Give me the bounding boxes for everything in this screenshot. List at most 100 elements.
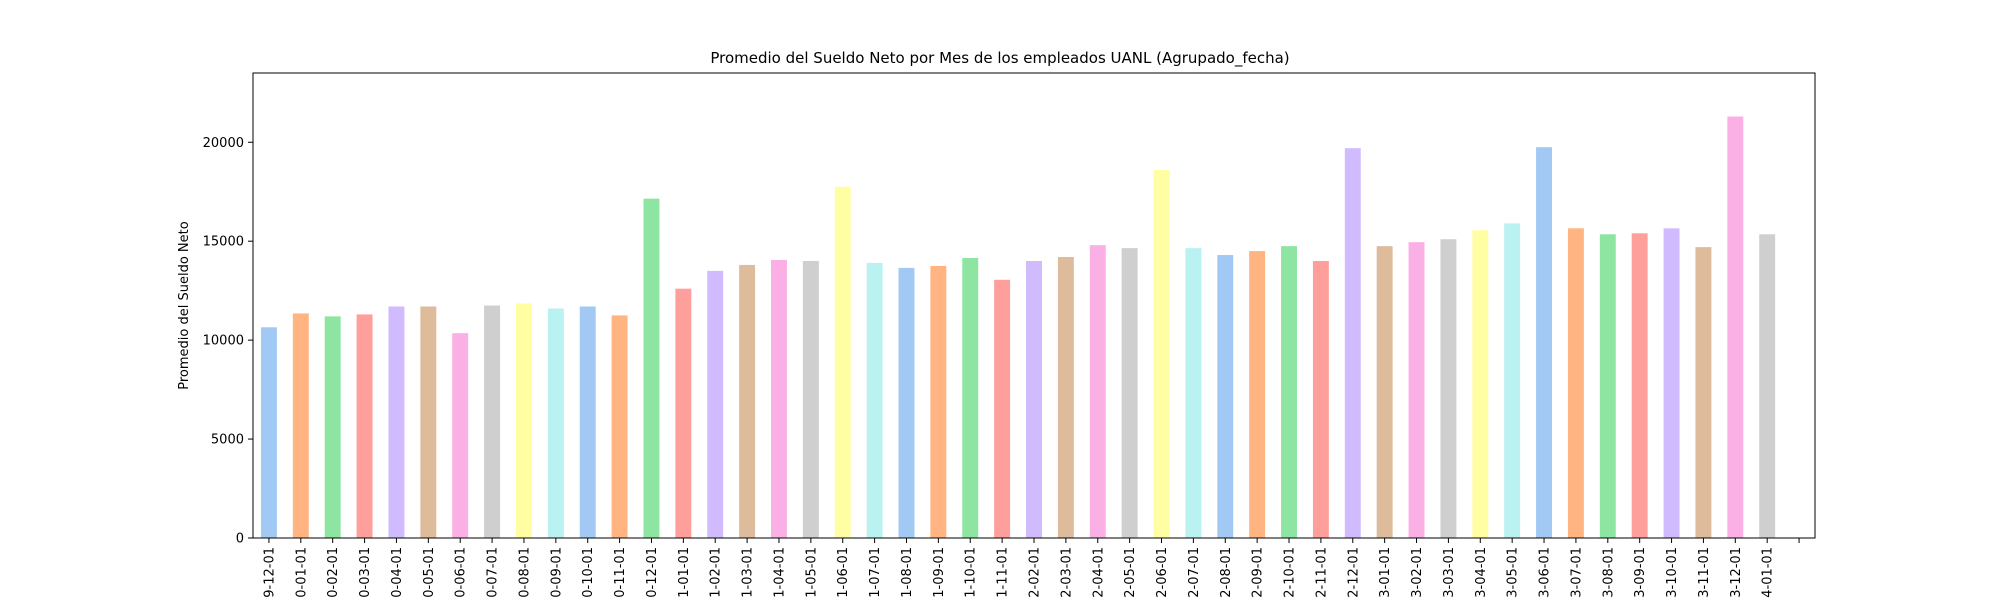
x-tick-label-0-09-01: 0-09-01 <box>549 547 564 598</box>
chart-title: Promedio del Sueldo Neto por Mes de los … <box>710 49 1289 68</box>
bar-0-09-01 <box>547 308 564 538</box>
plot-area: 0 5000 10000 15000 20000 9-12-01 0-01-01 0-02-0… <box>203 72 1816 598</box>
bar-0-12-01 <box>643 198 660 538</box>
bar-0-05-01 <box>420 306 437 538</box>
bar-0-04-01 <box>388 306 405 538</box>
bar-3-09-01 <box>1631 233 1648 538</box>
bar-1-09-01 <box>930 265 947 538</box>
bar-3-12-01 <box>1727 116 1744 538</box>
bar-2-02-01 <box>1026 260 1042 538</box>
bar-2-08-01 <box>1217 255 1234 539</box>
x-tick-label-0-01-01: 0-01-01 <box>294 547 309 598</box>
bar-2-09-01 <box>1249 251 1266 538</box>
bar-1-10-01 <box>962 258 979 538</box>
x-tick-label-1-03-01: 1-03-01 <box>741 547 756 598</box>
bar-2-05-01 <box>1121 248 1138 538</box>
bar-2-12-01 <box>1344 148 1361 538</box>
bar-0-08-01 <box>515 303 532 538</box>
x-tick-label-2-03-01: 2-03-01 <box>1059 547 1074 598</box>
x-tick-label-3-09-01: 3-09-01 <box>1633 547 1648 598</box>
x-tick-label-0-03-01: 0-03-01 <box>358 547 373 598</box>
y-tick-label-10000: 10000 <box>203 334 244 349</box>
bar-1-08-01 <box>898 267 915 538</box>
bar-1-05-01 <box>802 260 819 538</box>
x-tick-label-1-04-01: 1-04-01 <box>772 547 787 598</box>
x-tick-label-2-05-01: 2-05-01 <box>1123 547 1138 598</box>
bar-3-11-01 <box>1695 247 1712 538</box>
bar-2-07-01 <box>1185 248 1202 538</box>
x-tick-label-3-02-01: 3-02-01 <box>1410 547 1425 598</box>
bar-2-10-01 <box>1281 246 1297 538</box>
x-tick-label-0-04-01: 0-04-01 <box>390 547 405 598</box>
x-tick-label-0-12-01: 0-12-01 <box>645 547 660 598</box>
bar-2-03-01 <box>1057 257 1074 538</box>
bar-3-05-01 <box>1504 223 1521 538</box>
x-tick-label-0-08-01: 0-08-01 <box>517 547 532 598</box>
y-tick-label-20000: 20000 <box>203 136 244 151</box>
x-tick-label-2-08-01: 2-08-01 <box>1219 547 1234 598</box>
x-tick-label-2-07-01: 2-07-01 <box>1187 547 1202 598</box>
bar-0-02-01 <box>324 316 341 538</box>
bar-2-11-01 <box>1312 260 1329 538</box>
x-tick-label-3-01-01: 3-01-01 <box>1378 547 1393 598</box>
x-tick-label-0-10-01: 0-10-01 <box>581 547 596 598</box>
bar-0-11-01 <box>611 315 628 538</box>
x-tick-label-2-09-01: 2-09-01 <box>1251 547 1266 598</box>
bar-1-01-01 <box>675 288 692 538</box>
x-tick-label-3-03-01: 3-03-01 <box>1442 547 1457 598</box>
x-tick-label-2-10-01: 2-10-01 <box>1283 547 1298 598</box>
x-tick-label-1-08-01: 1-08-01 <box>900 547 915 598</box>
x-tick-label-3-07-01: 3-07-01 <box>1569 547 1584 598</box>
bar-3-01-01 <box>1376 246 1393 538</box>
x-tick-label-1-06-01: 1-06-01 <box>836 547 851 598</box>
x-tick-label-0-07-01: 0-07-01 <box>486 547 501 598</box>
y-tick-label-5000: 5000 <box>211 433 244 448</box>
x-tick-label-3-11-01: 3-11-01 <box>1697 547 1712 598</box>
bar-3-02-01 <box>1408 242 1425 538</box>
x-tick-label-2-12-01: 2-12-01 <box>1346 547 1361 598</box>
x-tick-label-1-05-01: 1-05-01 <box>804 547 819 598</box>
bar-1-06-01 <box>834 186 851 538</box>
bar-3-06-01 <box>1536 147 1553 538</box>
x-tick-label-3-05-01: 3-05-01 <box>1506 547 1521 598</box>
bar-0-03-01 <box>356 314 373 538</box>
bar-4-01-01 <box>1759 234 1776 538</box>
x-tick-label-2-11-01: 2-11-01 <box>1314 547 1329 598</box>
x-tick-label-0-06-01: 0-06-01 <box>454 547 469 598</box>
bar-9-12-01 <box>260 327 277 538</box>
x-tick-label-1-10-01: 1-10-01 <box>964 547 979 598</box>
bar-3-07-01 <box>1567 228 1584 538</box>
bar-1-03-01 <box>739 264 756 538</box>
bar-0-06-01 <box>452 333 469 538</box>
bar-3-04-01 <box>1472 230 1489 538</box>
bar-3-03-01 <box>1440 239 1457 538</box>
bar-2-06-01 <box>1153 169 1170 538</box>
bar-0-01-01 <box>292 313 309 538</box>
bar-0-07-01 <box>484 305 501 538</box>
y-axis-label: Promedio del Sueldo Neto <box>177 221 192 389</box>
y-tick-label-15000: 15000 <box>203 235 244 250</box>
x-tick-label-3-12-01: 3-12-01 <box>1729 547 1744 598</box>
x-tick-label-1-02-01: 1-02-01 <box>709 547 724 598</box>
bar-1-02-01 <box>707 270 724 538</box>
x-tick-label-1-11-01: 1-11-01 <box>996 547 1011 598</box>
x-tick-label-3-06-01: 3-06-01 <box>1538 547 1553 598</box>
bar-0-10-01 <box>579 306 596 538</box>
x-tick-label-2-04-01: 2-04-01 <box>1091 547 1106 598</box>
x-tick-label-3-10-01: 3-10-01 <box>1665 547 1680 598</box>
x-tick-label-0-11-01: 0-11-01 <box>613 547 628 598</box>
x-tick-label-3-04-01: 3-04-01 <box>1474 547 1489 598</box>
x-tick-label-9-12-01: 9-12-01 <box>262 547 277 598</box>
x-tick-label-0-02-01: 0-02-01 <box>326 547 341 598</box>
bar-3-08-01 <box>1599 234 1616 538</box>
x-tick-label-2-06-01: 2-06-01 <box>1155 547 1170 598</box>
bar-1-11-01 <box>994 279 1011 538</box>
y-tick-label-0: 0 <box>236 532 244 547</box>
bar-1-07-01 <box>866 262 883 538</box>
x-tick-label-1-09-01: 1-09-01 <box>932 547 947 598</box>
x-tick-label-1-01-01: 1-01-01 <box>677 547 692 598</box>
bar-3-10-01 <box>1663 228 1680 538</box>
bar-2-04-01 <box>1089 245 1106 538</box>
bar-1-04-01 <box>771 259 787 538</box>
